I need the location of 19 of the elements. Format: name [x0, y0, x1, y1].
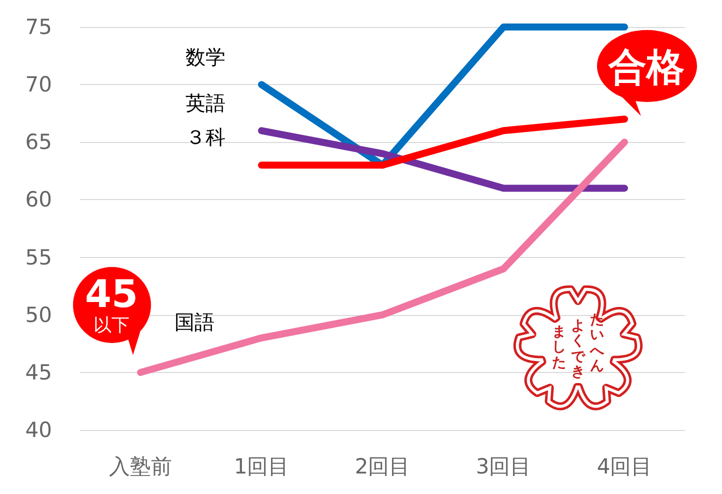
- y-tick-label: 65: [25, 130, 52, 154]
- annotation: 合格: [607, 45, 686, 90]
- y-tick-label: 60: [25, 188, 52, 212]
- series-label: 国語: [174, 310, 214, 334]
- y-tick-label: 40: [25, 418, 52, 442]
- series-label: ３科: [186, 125, 226, 150]
- x-tick-label: 3回目: [476, 454, 532, 478]
- y-tick-label: 70: [25, 72, 52, 97]
- x-tick-label: 2回目: [354, 454, 410, 478]
- series-label: 数学: [186, 44, 226, 69]
- y-tick-label: 55: [25, 245, 52, 270]
- y-tick-label: 50: [25, 302, 52, 327]
- x-tick-label: 4回目: [596, 454, 652, 478]
- y-tick-label: 45: [25, 360, 52, 384]
- annotation: 45 以下: [84, 272, 139, 336]
- y-tick-label: 75: [25, 15, 52, 39]
- series-label: 英語: [186, 90, 226, 115]
- x-tick-label: 1回目: [234, 454, 290, 478]
- x-tick-label: 入塾前: [109, 454, 172, 478]
